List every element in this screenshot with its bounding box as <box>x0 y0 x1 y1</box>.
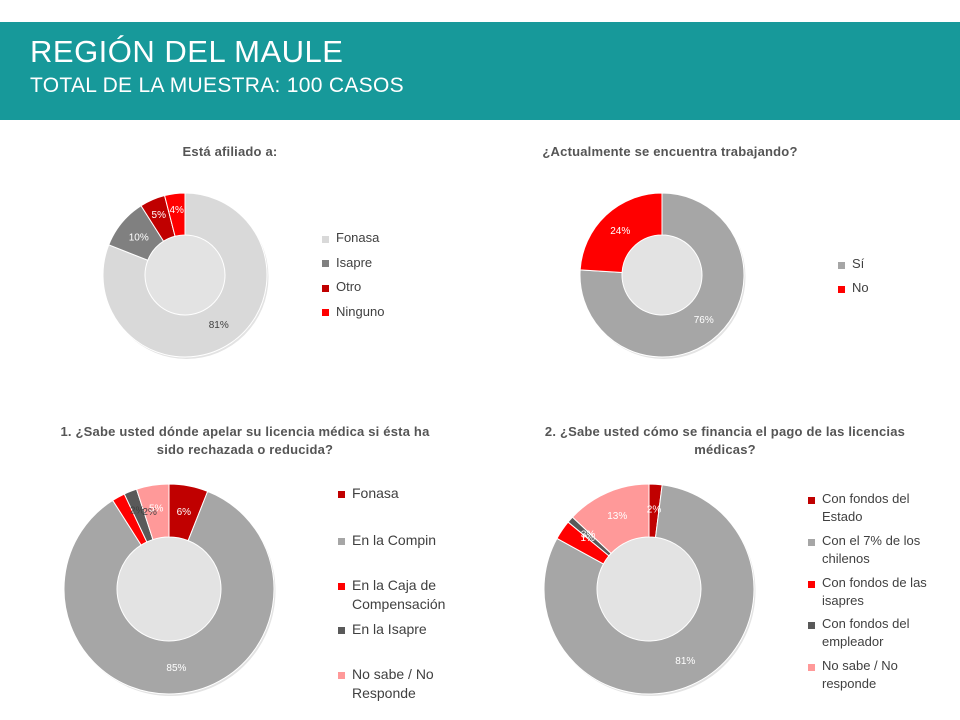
legend-swatch <box>838 285 845 293</box>
legend-label: No sabe / No responde <box>822 658 898 691</box>
legend-item: En la Isapre <box>338 620 478 639</box>
data-label: 5% <box>152 210 167 221</box>
chart-2-donut: 76% 24% <box>579 192 746 359</box>
legend-item: Fonasa <box>322 229 442 247</box>
legend-label: No <box>852 280 869 295</box>
data-label: 5% <box>149 504 164 515</box>
chart-1-title: Está afiliado a: <box>182 144 278 159</box>
legend-swatch <box>838 261 845 269</box>
data-label: 76% <box>694 315 714 326</box>
legend-label: Con fondos del empleador <box>822 616 910 649</box>
data-label: 24% <box>610 226 630 237</box>
legend-swatch <box>322 284 329 292</box>
legend-label: En la Compin <box>352 532 437 548</box>
slice-no-sabe-no-responde <box>135 483 170 541</box>
chart-4-donut: 2% 81% 3%1% 13% <box>543 483 756 696</box>
legend-swatch <box>322 309 329 316</box>
legend-label: Fonasa <box>336 230 380 245</box>
data-label: 4% <box>170 205 185 216</box>
legend-label: Con el 7% de los chilenos <box>822 533 921 566</box>
legend-swatch <box>338 672 345 679</box>
chart-2-title: ¿Actualmente se encuentra trabajando? <box>542 144 798 159</box>
legend-label: Fonasa <box>352 485 399 501</box>
data-label: 3% <box>581 530 596 541</box>
legend-swatch <box>338 627 345 634</box>
slice-fonasa <box>102 192 268 358</box>
data-label: 13% <box>607 511 627 522</box>
legend-swatch <box>808 580 815 588</box>
legend-item: Con fondos de las isapres <box>808 574 953 610</box>
legend-label: En la Caja de Compensación <box>352 577 446 612</box>
legend-label: Otro <box>336 279 362 294</box>
data-label: 81% <box>209 320 229 331</box>
chart-3-donut: 6%85%2%2%5% <box>63 483 276 696</box>
legend-item: Ninguno <box>322 303 442 321</box>
legend-label: Isapre <box>336 254 373 270</box>
legend-swatch <box>808 621 815 629</box>
legend-item: No sabe / No responde <box>808 657 953 693</box>
legend-label: Con fondos del Estado <box>822 491 910 524</box>
slice-ninguno <box>163 192 186 237</box>
data-label: 1% <box>580 533 595 544</box>
legend-swatch <box>808 496 815 504</box>
legend-label: No sabe / No Responde <box>352 666 434 701</box>
legend-label: En la Isapre <box>352 621 427 637</box>
data-label: 6% <box>177 507 192 518</box>
slice-no <box>579 192 663 274</box>
legend-item: Con el 7% de los chilenos <box>808 532 953 568</box>
legend-item: Con fondos del Estado <box>808 490 953 526</box>
legend-swatch <box>322 235 329 243</box>
slice-en-la-compin <box>63 490 275 695</box>
chart-4-title: 2. ¿Sabe usted cómo se financia el pago … <box>544 424 906 457</box>
chart-1-donut: 81% 10%5% 4% <box>102 192 269 359</box>
data-label: 2% <box>647 505 662 516</box>
legend-swatch <box>338 538 345 545</box>
slice-s- <box>579 192 745 358</box>
data-label: 81% <box>675 656 695 667</box>
legend-item: En la Compin <box>338 531 478 550</box>
legend-item: Sí <box>838 255 938 273</box>
legend-label: Ninguno <box>336 303 385 319</box>
slice-no-sabe-no-responde <box>571 483 650 555</box>
legend-item: Fonasa <box>338 484 478 503</box>
data-label: 85% <box>166 663 186 674</box>
legend-item: No sabe / No Responde <box>338 665 478 703</box>
data-label: 10% <box>129 232 149 243</box>
legend-item: Otro <box>322 278 442 296</box>
legend-item: En la Caja de Compensación <box>338 576 478 614</box>
legend-item: Isapre <box>322 254 442 272</box>
legend-item: Con fondos del empleador <box>808 615 953 651</box>
page-subtitle: TOTAL DE LA MUESTRA: 100 CASOS <box>30 74 404 97</box>
legend-swatch <box>338 583 345 590</box>
legend-swatch <box>322 260 329 267</box>
legend-label: Sí <box>852 256 865 271</box>
legend-swatch <box>808 538 815 546</box>
legend-swatch <box>808 663 815 671</box>
legend-item: No <box>838 279 938 297</box>
chart-3-title: 1. ¿Sabe usted dónde apelar su licencia … <box>60 424 430 457</box>
page-title: REGIÓN DEL MAULE <box>30 34 344 69</box>
legend-label: Con fondos de las isapres <box>822 575 927 608</box>
data-label: 2% <box>130 506 145 517</box>
data-label: 2% <box>142 507 157 518</box>
slice-con-el-7-de-los-chilenos <box>543 484 755 695</box>
legend-swatch <box>338 491 345 498</box>
header-banner: REGIÓN DEL MAULE TOTAL DE LA MUESTRA: 10… <box>0 22 960 120</box>
